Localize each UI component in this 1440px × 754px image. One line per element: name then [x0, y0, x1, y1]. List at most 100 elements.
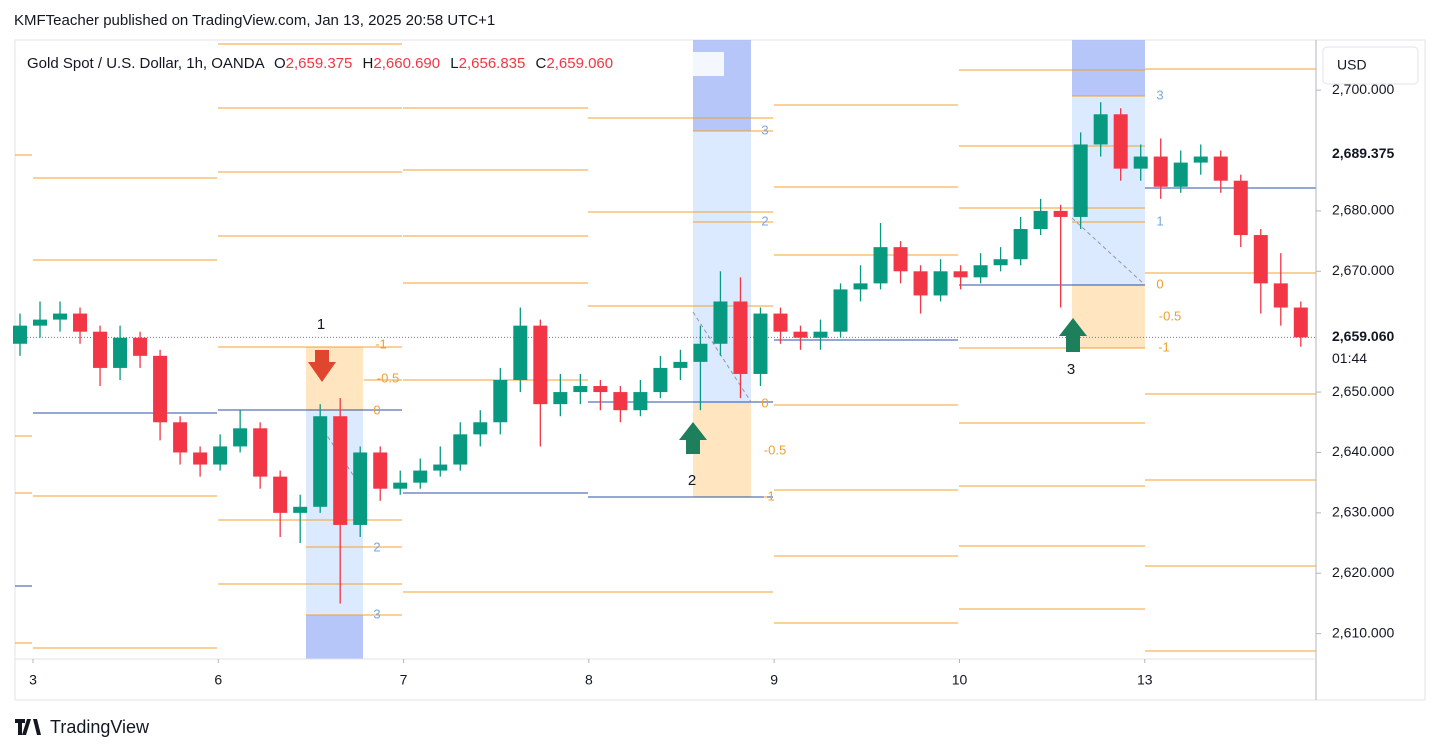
currency-button[interactable] [1322, 46, 1419, 85]
candle-body [793, 331, 808, 338]
x-tick-label: 13 [1137, 672, 1153, 688]
annotation: 3 [1156, 87, 1163, 102]
candle-body [433, 464, 448, 471]
candle-body [353, 452, 368, 525]
fib-zone [306, 347, 363, 411]
candle-body [453, 434, 468, 465]
candle-body [913, 271, 928, 296]
legend-bg [24, 52, 724, 76]
candle-body [1293, 307, 1308, 338]
candle-body [1033, 210, 1048, 230]
fib-zone [693, 404, 751, 497]
candle-body [1253, 235, 1268, 284]
annotation: 3 [373, 606, 380, 621]
drawings [15, 40, 1316, 659]
arrow-up [1059, 318, 1087, 352]
annotation: -0.5 [1159, 308, 1181, 323]
candle-body [333, 416, 348, 525]
candle-body [133, 337, 148, 356]
candle-body [733, 301, 748, 374]
annotation: 1 [317, 316, 325, 333]
candle-body [12, 325, 28, 344]
candle-body [293, 506, 308, 513]
candle-body [493, 379, 508, 423]
candle-body [673, 361, 688, 368]
annotation: 3 [1067, 361, 1075, 378]
y-tick-label: 2,700.000 [1332, 81, 1394, 97]
y-tick-label: 2,610.000 [1332, 624, 1394, 640]
candle-body [473, 422, 488, 435]
candle-body [373, 452, 388, 489]
x-tick-label: 10 [952, 672, 968, 688]
candle-body [53, 313, 68, 320]
y-tick-label: 2,640.000 [1332, 443, 1394, 459]
annotation: 0 [761, 395, 768, 410]
candle-body [1233, 180, 1248, 236]
candle-body [993, 259, 1008, 266]
candle-body [513, 325, 528, 380]
candle-body [893, 247, 908, 272]
trend-line [1071, 217, 1146, 286]
candle-body [193, 452, 208, 465]
candle-body [1113, 114, 1128, 169]
candle-body [533, 325, 548, 405]
fib-zone [306, 615, 363, 659]
candle-body [73, 313, 88, 332]
candle-body [693, 343, 708, 362]
candle-body [33, 319, 48, 326]
brand-name: TradingView [50, 717, 150, 737]
candle-body [753, 313, 768, 374]
annotation: 1 [1156, 213, 1163, 228]
candle-body [273, 476, 288, 513]
candle-body [1173, 162, 1188, 187]
candle-body [93, 331, 108, 368]
y-tick-label: 2,670.000 [1332, 262, 1394, 278]
candle-body [253, 428, 268, 477]
candle-body [1273, 283, 1288, 308]
candle-body [773, 313, 788, 332]
candle-body [153, 355, 168, 423]
header: KMFTeacher published on TradingView.com,… [14, 12, 495, 29]
candle-body [233, 428, 248, 447]
annotation: -1 [375, 336, 387, 351]
candle-body [1133, 156, 1148, 169]
annotation: 0 [373, 402, 380, 417]
fib-zone [1072, 285, 1145, 348]
legend: Gold Spot / U.S. Dollar, 1h, OANDA O2,65… [27, 55, 613, 72]
candle-body [853, 283, 868, 290]
x-tick-label: 7 [400, 672, 408, 688]
countdown: 01:44 [1332, 350, 1367, 366]
y-tick-label: 2,650.000 [1332, 383, 1394, 399]
candle-body [393, 482, 408, 489]
last-price-label: 2,659.060 [1332, 328, 1394, 344]
candle-body [933, 271, 948, 296]
currency-label[interactable]: USD [1337, 57, 1367, 73]
candle-body [813, 331, 828, 338]
x-tick-label: 9 [770, 672, 778, 688]
y-tick-label: 2,680.000 [1332, 202, 1394, 218]
y-tick-label: 2,630.000 [1332, 504, 1394, 520]
annotation: 0 [1156, 276, 1163, 291]
candle-body [873, 247, 888, 284]
candle-body [1093, 114, 1108, 145]
candle-body [1073, 144, 1088, 217]
candle-body [1213, 156, 1228, 181]
annotation: 2 [373, 539, 380, 554]
candle-body [713, 301, 728, 344]
x-tick-label: 6 [214, 672, 222, 688]
candle-body [1193, 156, 1208, 163]
y-tick-label: 2,620.000 [1332, 564, 1394, 580]
candle-body [213, 446, 228, 465]
candle-body [573, 386, 588, 393]
candle-body [173, 422, 188, 453]
candle-body [1013, 229, 1028, 260]
candle-body [953, 271, 968, 278]
brand: TradingView [15, 717, 150, 737]
annotation: 2 [688, 472, 696, 489]
arrow-up [679, 422, 707, 454]
trend-line [692, 311, 752, 403]
brand-logo [15, 719, 41, 735]
candle-body [613, 392, 628, 411]
candle-body [1153, 156, 1168, 187]
